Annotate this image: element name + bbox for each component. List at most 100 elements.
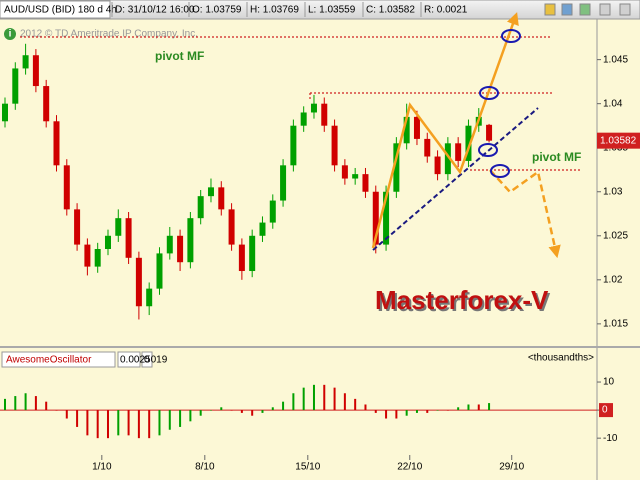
- oscillator-bar: [137, 410, 140, 439]
- candle-body: [434, 156, 441, 175]
- y-tick-label: 1.045: [603, 54, 628, 65]
- x-tick-label: 22/10: [397, 462, 422, 473]
- candle-body: [321, 103, 328, 126]
- candle-body: [1, 103, 8, 122]
- candle-body: [84, 244, 91, 267]
- candle-body: [156, 253, 163, 289]
- candle-body: [300, 112, 307, 126]
- osc-param-box: [141, 351, 153, 368]
- candle-body: [310, 103, 317, 113]
- annotation: pivot MF: [532, 150, 581, 164]
- icon[interactable]: [544, 3, 556, 16]
- header-field: C: 1.03582: [366, 5, 415, 16]
- oscillator-bar: [230, 410, 233, 411]
- candle-body: [424, 138, 431, 157]
- header-bar: [0, 0, 640, 20]
- oscillator-bar: [271, 407, 274, 411]
- icon[interactable]: [599, 3, 611, 16]
- y-tick-label: -10: [603, 433, 618, 444]
- x-tick-label: 15/10: [295, 462, 320, 473]
- candle-body: [94, 248, 101, 267]
- pivot-lines: [20, 36, 582, 171]
- oscillator-bar: [395, 410, 398, 419]
- candle-body: [22, 55, 29, 69]
- oscillator-bar: [220, 407, 223, 411]
- header-field: D: 31/10/12 16:00: [115, 5, 195, 16]
- osc-param: 0: [144, 355, 150, 366]
- header-field: O: 1.03759: [192, 5, 242, 16]
- candle-body: [372, 191, 379, 245]
- x-tick-label: 1/10: [92, 462, 112, 473]
- oscillator-bar: [415, 410, 418, 413]
- oscillator-bar: [261, 410, 264, 413]
- oscillator-bar: [426, 410, 429, 413]
- header-field: H: 1.03769: [250, 5, 299, 16]
- oscillator-bar: [96, 410, 99, 439]
- y-tick-label: 1.02: [603, 274, 623, 285]
- oscillator-bar: [374, 410, 377, 413]
- oscillator-bar: [158, 410, 161, 436]
- oscillator-bar: [364, 404, 367, 411]
- icon[interactable]: [619, 3, 631, 16]
- candle-body: [403, 116, 410, 144]
- candle-body: [166, 235, 173, 254]
- oscillator-bar: [14, 396, 17, 411]
- highlight-ellipse: [490, 164, 510, 178]
- candle-body: [486, 124, 493, 141]
- oscillator-bar: [106, 410, 109, 439]
- icon[interactable]: [579, 3, 591, 16]
- candle-body: [32, 55, 39, 87]
- candle-body: [444, 143, 451, 175]
- symbol-title: AUD/USD (BID) 180 d 4h: [4, 5, 117, 16]
- candle-body: [259, 222, 266, 236]
- x-tick-label: 8/10: [195, 462, 215, 473]
- oscillator-bar: [199, 410, 202, 416]
- oscillator-bar: [333, 387, 336, 411]
- candle-body: [238, 244, 245, 272]
- oscillator-bar: [65, 410, 68, 419]
- highlight-ellipse: [501, 29, 521, 43]
- candle-body: [63, 165, 70, 210]
- y-tick-label: 1.03: [603, 186, 623, 197]
- oscillator-bar: [302, 387, 305, 411]
- oscillator-bar: [117, 410, 120, 436]
- candle-body: [146, 288, 153, 307]
- osc-title-box: [1, 351, 116, 368]
- icon[interactable]: [561, 3, 573, 16]
- forecast-line: [489, 169, 561, 259]
- y-tick-label: 0: [602, 405, 608, 416]
- oscillator-bar: [312, 384, 315, 411]
- candle-body: [218, 187, 225, 210]
- candle-body: [280, 165, 287, 201]
- candle-body: [53, 121, 60, 166]
- oscillator-bar: [488, 403, 491, 411]
- oscillator-bar: [34, 396, 37, 411]
- candle-body: [207, 187, 214, 197]
- oscillator-bar: [179, 410, 182, 427]
- oscillator-bar: [55, 410, 58, 411]
- y-tick-label: 10: [603, 377, 615, 388]
- info-icon[interactable]: [4, 28, 16, 40]
- osc-title: AwesomeOscillator: [6, 355, 92, 366]
- y-tick-label: 1.015: [603, 319, 628, 330]
- candle-body: [290, 125, 297, 166]
- highlight-ellipse: [479, 86, 499, 100]
- oscillator-bar: [457, 407, 460, 411]
- osc-value: 0.0025019: [120, 355, 168, 366]
- oscillator-bar: [24, 393, 27, 411]
- candle-body: [125, 218, 132, 258]
- oscillator-bar: [189, 410, 192, 422]
- oscillator-bar: [436, 410, 439, 411]
- header-field: L: 1.03559: [308, 5, 356, 16]
- oscillator-bar: [240, 410, 243, 413]
- candle-body: [455, 143, 462, 161]
- candle-body: [249, 235, 256, 272]
- oscillator-bar: [3, 398, 6, 411]
- oscillator-bar: [282, 401, 285, 411]
- symbol-box[interactable]: [0, 0, 111, 19]
- info-icon-text: i: [9, 29, 12, 40]
- candle-body: [12, 68, 19, 104]
- last-price-box: [597, 132, 640, 149]
